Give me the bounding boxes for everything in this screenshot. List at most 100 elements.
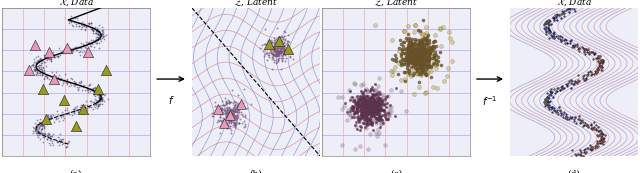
Point: [231, 101, 241, 103]
Point: [571, 154, 581, 156]
Point: [545, 93, 555, 95]
Point: [585, 147, 595, 150]
Point: [83, 106, 93, 109]
Point: [273, 58, 284, 60]
Point: [229, 105, 239, 108]
Point: [51, 110, 61, 113]
Point: [357, 115, 367, 118]
Point: [268, 54, 278, 56]
Point: [92, 29, 102, 31]
Point: [272, 49, 282, 52]
Point: [559, 11, 570, 14]
Point: [403, 57, 413, 60]
Point: [275, 51, 285, 54]
Point: [278, 46, 289, 49]
Point: [352, 107, 362, 109]
Point: [424, 61, 435, 64]
Point: [273, 60, 283, 63]
Point: [415, 45, 426, 47]
Point: [358, 97, 368, 100]
Point: [575, 151, 586, 153]
Point: [408, 63, 419, 66]
Point: [276, 42, 287, 45]
Point: [31, 124, 41, 127]
Point: [431, 58, 441, 61]
Point: [73, 88, 83, 91]
Point: [548, 17, 559, 20]
Point: [372, 108, 382, 110]
Point: [367, 112, 377, 115]
Point: [406, 42, 417, 45]
Point: [74, 84, 84, 87]
Point: [563, 81, 573, 84]
Point: [92, 39, 102, 42]
Point: [372, 108, 382, 111]
Point: [373, 101, 383, 103]
Point: [337, 96, 347, 99]
Point: [29, 68, 40, 71]
Point: [101, 33, 111, 36]
Point: [48, 76, 58, 78]
Point: [364, 104, 374, 106]
Point: [349, 106, 360, 109]
Point: [32, 69, 42, 72]
Point: [573, 47, 584, 50]
Point: [409, 68, 419, 71]
Point: [226, 107, 236, 110]
Point: [226, 112, 236, 114]
Point: [557, 88, 568, 90]
Point: [283, 48, 293, 51]
Point: [90, 95, 100, 98]
Point: [569, 117, 579, 120]
Point: [270, 47, 280, 49]
Point: [78, 84, 88, 87]
Point: [264, 56, 274, 58]
Point: [596, 138, 606, 141]
Point: [420, 65, 431, 68]
Point: [426, 51, 436, 54]
Point: [268, 52, 278, 55]
Point: [571, 80, 581, 83]
Point: [233, 94, 243, 97]
Point: [348, 105, 358, 108]
Point: [94, 91, 104, 94]
Point: [275, 47, 285, 49]
Point: [278, 40, 289, 43]
Point: [228, 117, 239, 120]
Point: [271, 58, 281, 61]
Point: [412, 72, 422, 74]
Point: [595, 129, 605, 132]
Point: [228, 121, 239, 124]
Point: [571, 154, 581, 156]
Point: [561, 114, 572, 117]
Point: [378, 113, 388, 116]
Point: [268, 52, 278, 55]
Point: [42, 77, 52, 80]
Point: [275, 45, 285, 48]
Point: [593, 67, 603, 70]
Point: [216, 110, 227, 113]
Point: [268, 57, 278, 60]
Point: [353, 119, 364, 122]
Point: [70, 109, 80, 112]
Point: [93, 93, 104, 96]
Point: [409, 58, 419, 61]
Point: [68, 107, 78, 110]
Point: [35, 124, 45, 126]
Point: [367, 105, 378, 108]
Point: [218, 103, 228, 106]
Point: [36, 64, 46, 67]
Point: [36, 124, 46, 127]
Point: [360, 107, 371, 110]
Point: [228, 117, 238, 120]
Point: [545, 90, 555, 93]
Point: [69, 111, 79, 114]
Point: [348, 112, 358, 115]
Point: [93, 38, 103, 41]
Point: [35, 56, 45, 59]
Point: [232, 108, 242, 111]
Point: [419, 37, 429, 39]
Point: [372, 98, 382, 100]
Point: [271, 37, 282, 40]
Point: [420, 62, 431, 65]
